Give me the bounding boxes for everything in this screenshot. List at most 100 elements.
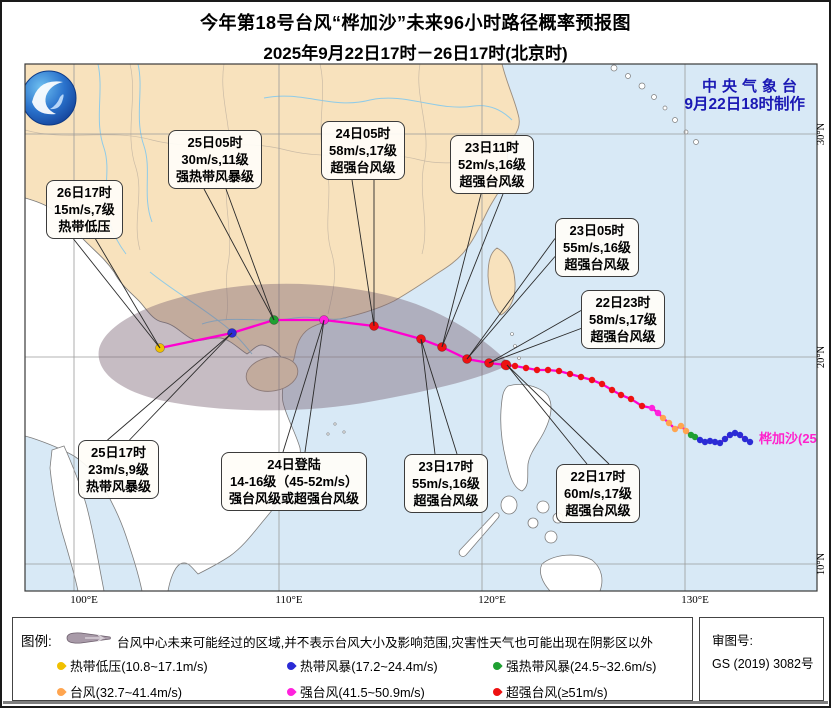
province-borders <box>25 64 511 321</box>
past-track-point <box>682 427 690 435</box>
axis-labels: 100°E 110°E 120°E 130°E 30°N 20°N 10°N <box>70 122 827 606</box>
past-track-point <box>701 438 709 446</box>
past-track-point <box>598 380 606 388</box>
legend-item-suty: 超强台风(≥51m/s) <box>491 682 685 701</box>
forecast-callout-26d17h: 26日17时 15m/s,7级 热带低压 <box>46 180 123 240</box>
luzon-island <box>500 384 552 492</box>
callout-line: 热带低压 <box>58 219 111 235</box>
callout-line: 强台风级或超强台风级 <box>229 491 360 507</box>
legend-item-sty: 强台风(41.5~50.9m/s) <box>285 682 493 701</box>
past-track-point <box>511 362 519 370</box>
approval-number: GS (2019) 3082号 <box>712 656 814 671</box>
sty-marker-icon <box>285 685 297 698</box>
callout-line: 52m/s,16级 <box>458 157 526 173</box>
approval-label: 审图号: <box>712 634 753 648</box>
past-track-point <box>721 435 729 443</box>
legend-item-sts: 强热带风暴(24.5~32.6m/s) <box>491 656 685 675</box>
td-marker-icon <box>55 659 67 672</box>
legend-item-label: 强热带风暴(24.5~32.6m/s) <box>506 659 657 674</box>
longitude-label: 110°E <box>275 594 302 606</box>
map-subtitle-daterange: 2025年9月22日17时－26日17时(北京时) <box>263 44 568 63</box>
legend-item-label: 热带低压(10.8~17.1m/s) <box>70 659 208 674</box>
bottom-divider <box>3 701 828 704</box>
map-frame <box>24 63 818 592</box>
title-block: 今年第18号台风“桦加沙”未来96小时路径概率预报图 2025年9月22日17时… <box>2 9 829 64</box>
callout-line: 15m/s,7级 <box>54 202 115 218</box>
callout-line: 55m/s,16级 <box>563 240 631 256</box>
callout-line: 23日17时 <box>418 459 474 474</box>
callout-line: 25日05时 <box>187 135 243 150</box>
past-track-point <box>665 419 673 427</box>
forecast-callout-25d05h: 25日05时 30m/s,11级 强热带风暴级 <box>168 130 263 190</box>
past-track-point <box>691 433 699 441</box>
callout-line: 26日17时 <box>56 185 112 200</box>
issue-time-watermark: 9月22日18时制作 <box>684 94 805 113</box>
past-track-point <box>648 404 656 412</box>
past-track-point <box>706 437 714 445</box>
callout-line: 22日23时 <box>595 295 651 310</box>
callout-line: 超强台风级 <box>459 174 525 190</box>
past-track-point <box>696 436 704 444</box>
map-title: 今年第18号台风“桦加沙”未来96小时路径概率预报图 <box>199 13 632 33</box>
past-track-point <box>731 429 739 437</box>
callout-line: 超强台风级 <box>564 257 630 273</box>
past-track-point <box>638 402 646 410</box>
legend-item-td: 热带低压(10.8~17.1m/s) <box>55 656 287 675</box>
callout-line: 24日05时 <box>335 126 391 141</box>
palawan-island <box>458 512 500 557</box>
callout-line: 25日17时 <box>91 445 146 460</box>
past-track-point <box>671 425 679 433</box>
past-track-point <box>627 395 635 403</box>
callout-line: 强热带风暴级 <box>176 169 255 185</box>
past-track-point <box>726 431 734 439</box>
past-track-point <box>736 431 744 439</box>
callout-line: 超强台风级 <box>590 329 656 345</box>
latitude-label: 10°N <box>816 552 827 575</box>
callout-line: 60m/s,17级 <box>564 486 632 502</box>
past-track-point <box>617 391 625 399</box>
past-track-point <box>711 438 719 446</box>
longitude-label: 100°E <box>70 594 98 606</box>
agency-watermark: 中央气象台 <box>702 77 802 95</box>
past-track-point <box>577 373 585 381</box>
callout-line: 58m/s,17级 <box>329 143 397 159</box>
ty-marker-icon <box>55 685 67 698</box>
legend-item-label: 超强台风(≥51m/s) <box>506 685 608 700</box>
callout-line: 超强台风级 <box>330 160 396 176</box>
latitude-label: 30°N <box>816 122 827 145</box>
callout-line: 55m/s,16级 <box>412 476 480 492</box>
mindoro-island <box>500 495 518 515</box>
callout-line: 14-16级（45-52m/s） <box>230 474 358 490</box>
sts-marker-icon <box>491 659 503 672</box>
callout-line: 58m/s,17级 <box>589 312 657 328</box>
past-track-point <box>588 376 596 384</box>
approval-number-box: 审图号: GS (2019) 3082号 <box>699 617 824 701</box>
legend-items: 热带低压(10.8~17.1m/s) 热带风暴(17.2~24.4m/s) 强热带风… <box>55 656 685 701</box>
callout-leader-lines <box>73 179 610 465</box>
legend-cone-note: 台风中心未来可能经过的区域,并不表示台风大小及影响范围,灾害性天气也可能出现在阴… <box>117 636 653 650</box>
past-track-point <box>533 366 541 374</box>
past-track-point <box>566 370 574 378</box>
cma-logo <box>25 70 77 126</box>
legend-title: 图例: <box>21 634 52 649</box>
callout-line: 超强台风级 <box>565 503 631 519</box>
callout-line: 23m/s,9级 <box>88 462 149 478</box>
typhoon-name-label: 桦加沙(25 <box>759 431 817 446</box>
cone-legend-icon <box>66 632 111 644</box>
callout-line: 23日11时 <box>464 140 520 155</box>
probability-cone <box>98 283 510 411</box>
latitude-label: 20°N <box>816 345 827 368</box>
past-track-point <box>741 435 749 443</box>
taiwan-island <box>487 247 516 316</box>
past-track-point <box>608 386 616 394</box>
forecast-callout-22d17h: 22日17时 60m/s,17级 超强台风级 <box>556 464 640 524</box>
callout-line: 30m/s,11级 <box>181 152 249 168</box>
forecast-callout-24d05h: 24日05时 58m/s,17级 超强台风级 <box>321 121 405 181</box>
longitude-label: 130°E <box>681 594 709 606</box>
legend-box: 图例: 台风中心未来可能经过的区域,并不表示台风大小及影响范围,灾害性天气也可能… <box>12 617 693 701</box>
callout-line: 热带风暴级 <box>86 479 152 495</box>
past-track-point <box>716 439 724 447</box>
past-track-point <box>654 409 662 417</box>
callout-line: 24日登陆 <box>267 457 321 472</box>
